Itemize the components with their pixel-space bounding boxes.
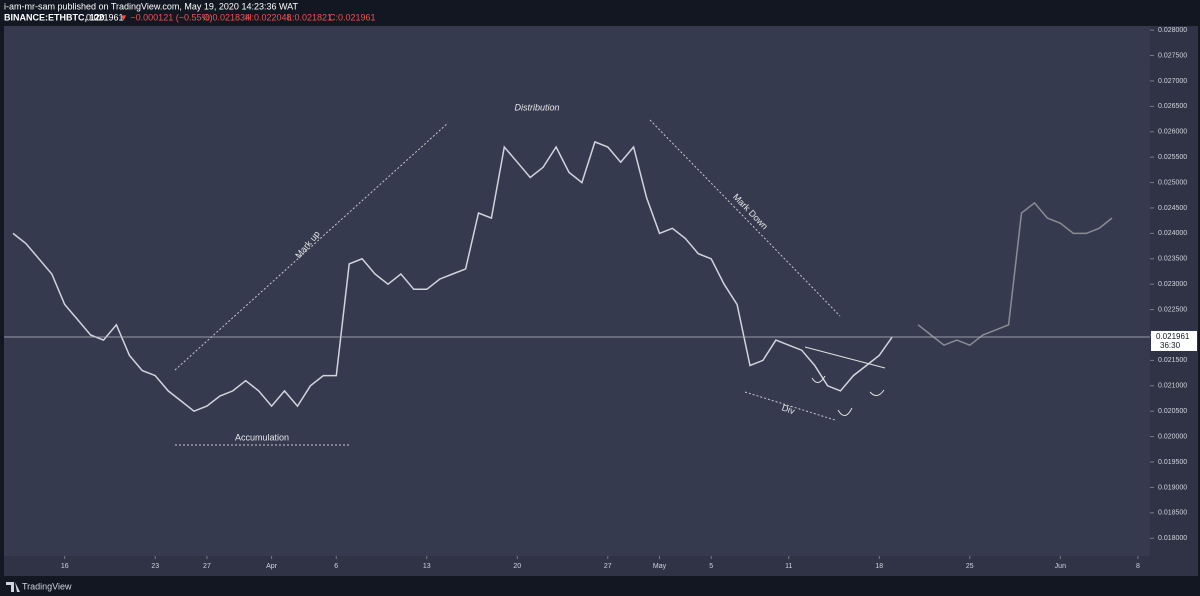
- high: H:0.022048: [245, 12, 292, 22]
- y-axis-area: [1150, 26, 1198, 556]
- x-tick-label: 16: [61, 563, 69, 570]
- y-tick-label: 0.020500: [1158, 408, 1187, 415]
- annotation: Distribution: [514, 102, 559, 112]
- x-tick-label: 6: [334, 563, 338, 570]
- y-tick-label: 0.024500: [1158, 205, 1187, 212]
- y-tick-label: 0.023500: [1158, 256, 1187, 263]
- x-tick-label: 18: [875, 563, 883, 570]
- annotation: Div: [780, 402, 796, 416]
- div-arcs: [811, 375, 885, 416]
- footer: TradingView: [6, 581, 72, 592]
- x-axis-area: [4, 556, 1198, 576]
- y-tick-label: 0.028000: [1158, 27, 1187, 34]
- symbol: BINANCE:ETHBTC, 120: [4, 12, 105, 22]
- low: L:0.021821: [287, 12, 332, 22]
- countdown: 36:30: [1160, 341, 1181, 350]
- author-line: i-am-mr-sam published on TradingView.com…: [4, 1, 298, 11]
- y-tick-label: 0.027500: [1158, 52, 1187, 59]
- annotation: Accumulation: [235, 432, 289, 442]
- y-tick-label: 0.026500: [1158, 103, 1187, 110]
- x-tick-label: 5: [709, 563, 713, 570]
- x-tick-label: 25: [966, 563, 974, 570]
- y-tick-label: 0.021000: [1158, 383, 1187, 390]
- y-tick-label: 0.018000: [1158, 535, 1187, 542]
- change: ▼ −0.000121 (−0.55%): [119, 12, 212, 22]
- y-tick-label: 0.023000: [1158, 281, 1187, 288]
- brand[interactable]: TradingView: [22, 581, 72, 591]
- x-tick-label: 20: [513, 563, 521, 570]
- x-tick-label: May: [653, 563, 667, 570]
- x-tick-label: 23: [151, 563, 159, 570]
- x-tick-label: 27: [604, 563, 612, 570]
- y-tick-label: 0.019500: [1158, 459, 1187, 466]
- x-tick-label: Apr: [266, 563, 278, 570]
- x-tick-label: 8: [1136, 563, 1140, 570]
- open: O:0.021834: [203, 12, 250, 22]
- y-tick-label: 0.024000: [1158, 230, 1187, 237]
- x-tick-label: 11: [785, 563, 792, 570]
- y-tick-label: 0.025000: [1158, 179, 1187, 186]
- y-tick-label: 0.027000: [1158, 78, 1187, 85]
- plot: [4, 140, 1150, 413]
- y-tick-label: 0.018500: [1158, 510, 1187, 517]
- markup-line: [174, 122, 449, 371]
- last-price-label: 0.021961: [1156, 332, 1190, 341]
- logo: [6, 582, 20, 592]
- y-tick-label: 0.022500: [1158, 306, 1187, 313]
- plot-area: [4, 26, 1150, 556]
- x-tick-label: Jun: [1055, 563, 1066, 570]
- y-tick-label: 0.021500: [1158, 357, 1187, 364]
- header: i-am-mr-sam published on TradingView.com…: [4, 1, 376, 22]
- x-tick-label: 27: [203, 563, 211, 570]
- x-tick-label: 13: [423, 563, 431, 570]
- price-line: [12, 140, 893, 413]
- y-tick-label: 0.025500: [1158, 154, 1187, 161]
- last-price-box: [1151, 330, 1197, 351]
- markdown-line: [649, 119, 841, 317]
- y-tick-label: 0.020000: [1158, 433, 1187, 440]
- y-tick-label: 0.026000: [1158, 129, 1187, 136]
- close: C:0.021961: [329, 12, 376, 22]
- last: 0.021961: [86, 12, 124, 22]
- y-tick-label: 0.019000: [1158, 484, 1187, 491]
- trend-line: [804, 346, 886, 369]
- price-line: [917, 201, 1113, 347]
